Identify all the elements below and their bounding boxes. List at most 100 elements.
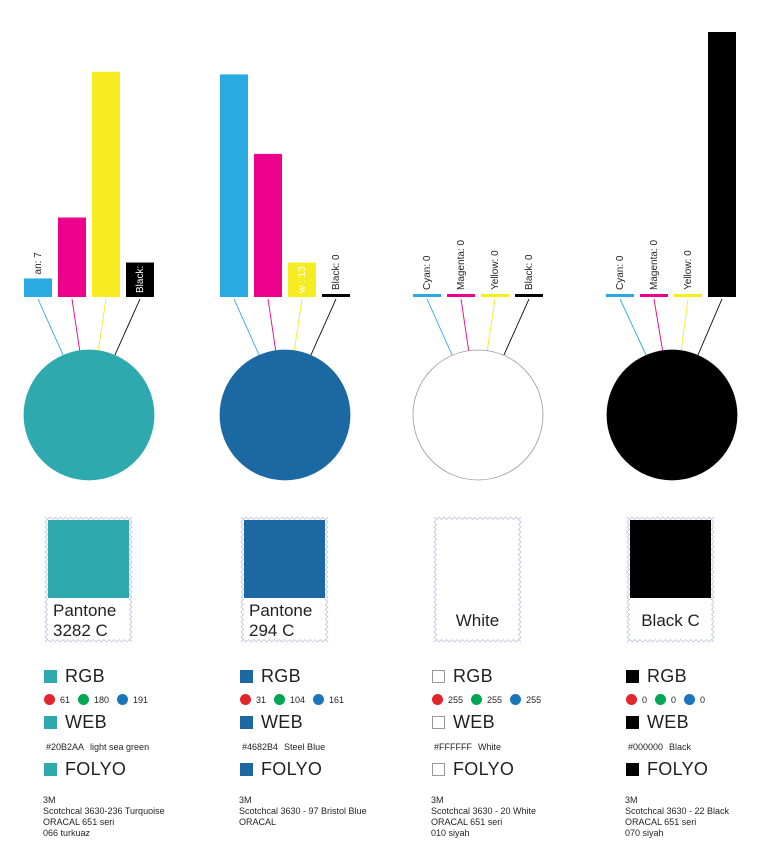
color-circle xyxy=(23,349,155,481)
web-name: Black xyxy=(669,742,692,752)
rgb-color-square xyxy=(44,669,57,683)
rgb-red: 61 xyxy=(44,694,70,705)
blue-dot-icon xyxy=(684,694,696,705)
rgb-green: 180 xyxy=(78,694,109,705)
bar-label: Yellow: 0 xyxy=(490,250,501,290)
connector-line xyxy=(267,298,277,357)
connector-line xyxy=(71,298,81,357)
rgb-blue: 191 xyxy=(117,694,148,705)
bar-black xyxy=(126,262,154,297)
web-name: light sea green xyxy=(90,742,150,752)
rgb-header: RGB xyxy=(432,664,493,688)
foil-details: 3M Scotchcal 3630-236 Turquoise ORACAL 6… xyxy=(43,795,165,839)
bar-cyan xyxy=(413,294,441,297)
foil-line: ORACAL 651 seri xyxy=(431,817,503,827)
bar-label: Black: 0 xyxy=(331,254,342,290)
foil-color-square xyxy=(240,762,253,776)
stamp-label-line1: Black C xyxy=(641,611,700,630)
rgb-red: 31 xyxy=(240,694,266,705)
web-color-square xyxy=(626,715,639,729)
red-dot-icon xyxy=(44,694,55,705)
rgb-header: RGB xyxy=(44,664,105,688)
bar-magenta xyxy=(640,294,668,297)
rgb-label: RGB xyxy=(647,665,687,686)
rgb-values: 31 104 161 xyxy=(240,694,352,705)
green-dot-icon xyxy=(471,694,483,705)
connector-line xyxy=(114,298,141,357)
web-header: WEB xyxy=(44,710,107,734)
green-value: 0 xyxy=(671,694,677,705)
connector-line xyxy=(503,298,530,357)
rgb-red: 255 xyxy=(432,694,463,705)
bar-cyan xyxy=(24,278,52,297)
connector-line xyxy=(97,298,107,357)
connector-line xyxy=(653,298,664,357)
bar-label: Yellow: 0 xyxy=(683,250,694,290)
web-label: WEB xyxy=(453,711,495,732)
rgb-header: RGB xyxy=(240,664,301,688)
foil-header: FOLYO xyxy=(44,757,126,781)
foil-color-square xyxy=(626,762,639,776)
web-hex: #4682B4 xyxy=(242,742,279,752)
foil-label: FOLYO xyxy=(261,758,323,779)
stamp-label-line1: White xyxy=(456,611,499,630)
connector-line xyxy=(697,298,723,357)
blue-dot-icon xyxy=(117,694,129,705)
rgb-values: 0 0 0 xyxy=(626,694,713,705)
connector-line xyxy=(486,298,496,357)
foil-details: 3M Scotchcal 3630 - 22 Black ORACAL 651 … xyxy=(625,795,729,839)
foil-color-square xyxy=(44,762,57,776)
connector-line xyxy=(233,298,260,357)
green-value: 255 xyxy=(487,694,503,705)
foil-header: FOLYO xyxy=(626,757,708,781)
bar-label: an: 7 xyxy=(33,252,44,275)
bar-yellow xyxy=(92,71,120,297)
bar-label: w : 13 xyxy=(297,266,308,294)
bar-magenta xyxy=(447,294,475,297)
web-header: WEB xyxy=(626,710,689,734)
green-dot-icon xyxy=(78,694,90,705)
web-label: WEB xyxy=(261,711,303,732)
green-value: 180 xyxy=(94,694,110,705)
stamp-outline xyxy=(433,516,522,643)
stamp-color-fill xyxy=(48,520,129,598)
rgb-label: RGB xyxy=(453,665,493,686)
foil-line: ORACAL 651 seri xyxy=(43,817,115,827)
bar-label: Magenta: 0 xyxy=(649,240,660,290)
foil-line: ORACAL xyxy=(239,817,277,827)
bar-cyan xyxy=(220,74,248,298)
foil-line: Scotchcal 3630 - 22 Black xyxy=(625,806,730,816)
rgb-color-square xyxy=(432,669,445,683)
web-name: Steel Blue xyxy=(284,742,326,752)
foil-label: FOLYO xyxy=(647,758,709,779)
foil-label: FOLYO xyxy=(65,758,127,779)
red-value: 61 xyxy=(60,694,71,705)
bar-yellow xyxy=(674,294,702,297)
stamp-label-line2: 3282 C xyxy=(53,621,108,640)
foil-line: Scotchcal 3630-236 Turquoise xyxy=(43,806,165,816)
foil-header: FOLYO xyxy=(240,757,322,781)
blue-value: 0 xyxy=(700,694,706,705)
bar-black xyxy=(322,294,350,297)
rgb-green: 0 xyxy=(655,694,676,705)
web-label: WEB xyxy=(65,711,107,732)
blue-value: 161 xyxy=(329,694,345,705)
green-value: 104 xyxy=(290,694,306,705)
red-dot-icon xyxy=(626,694,637,705)
red-value: 31 xyxy=(256,694,267,705)
bar-magenta xyxy=(254,153,282,297)
connector-line xyxy=(426,298,453,357)
web-hex: #FFFFFF xyxy=(434,742,472,752)
web-color-line: #4682B4 Steel Blue xyxy=(242,742,325,752)
foil-line: 3M xyxy=(239,795,252,805)
bar-label: Magenta: 0 xyxy=(456,240,467,290)
bar-black xyxy=(515,294,543,297)
stamp-label-line2: 294 C xyxy=(249,621,294,640)
bar-label: Cyan: 0 xyxy=(422,255,433,290)
foil-details: 3M Scotchcal 3630 - 97 Bristol Blue ORAC… xyxy=(239,795,367,828)
rgb-label: RGB xyxy=(65,665,105,686)
web-color-line: #FFFFFF White xyxy=(434,742,501,752)
color-circle xyxy=(412,349,544,481)
